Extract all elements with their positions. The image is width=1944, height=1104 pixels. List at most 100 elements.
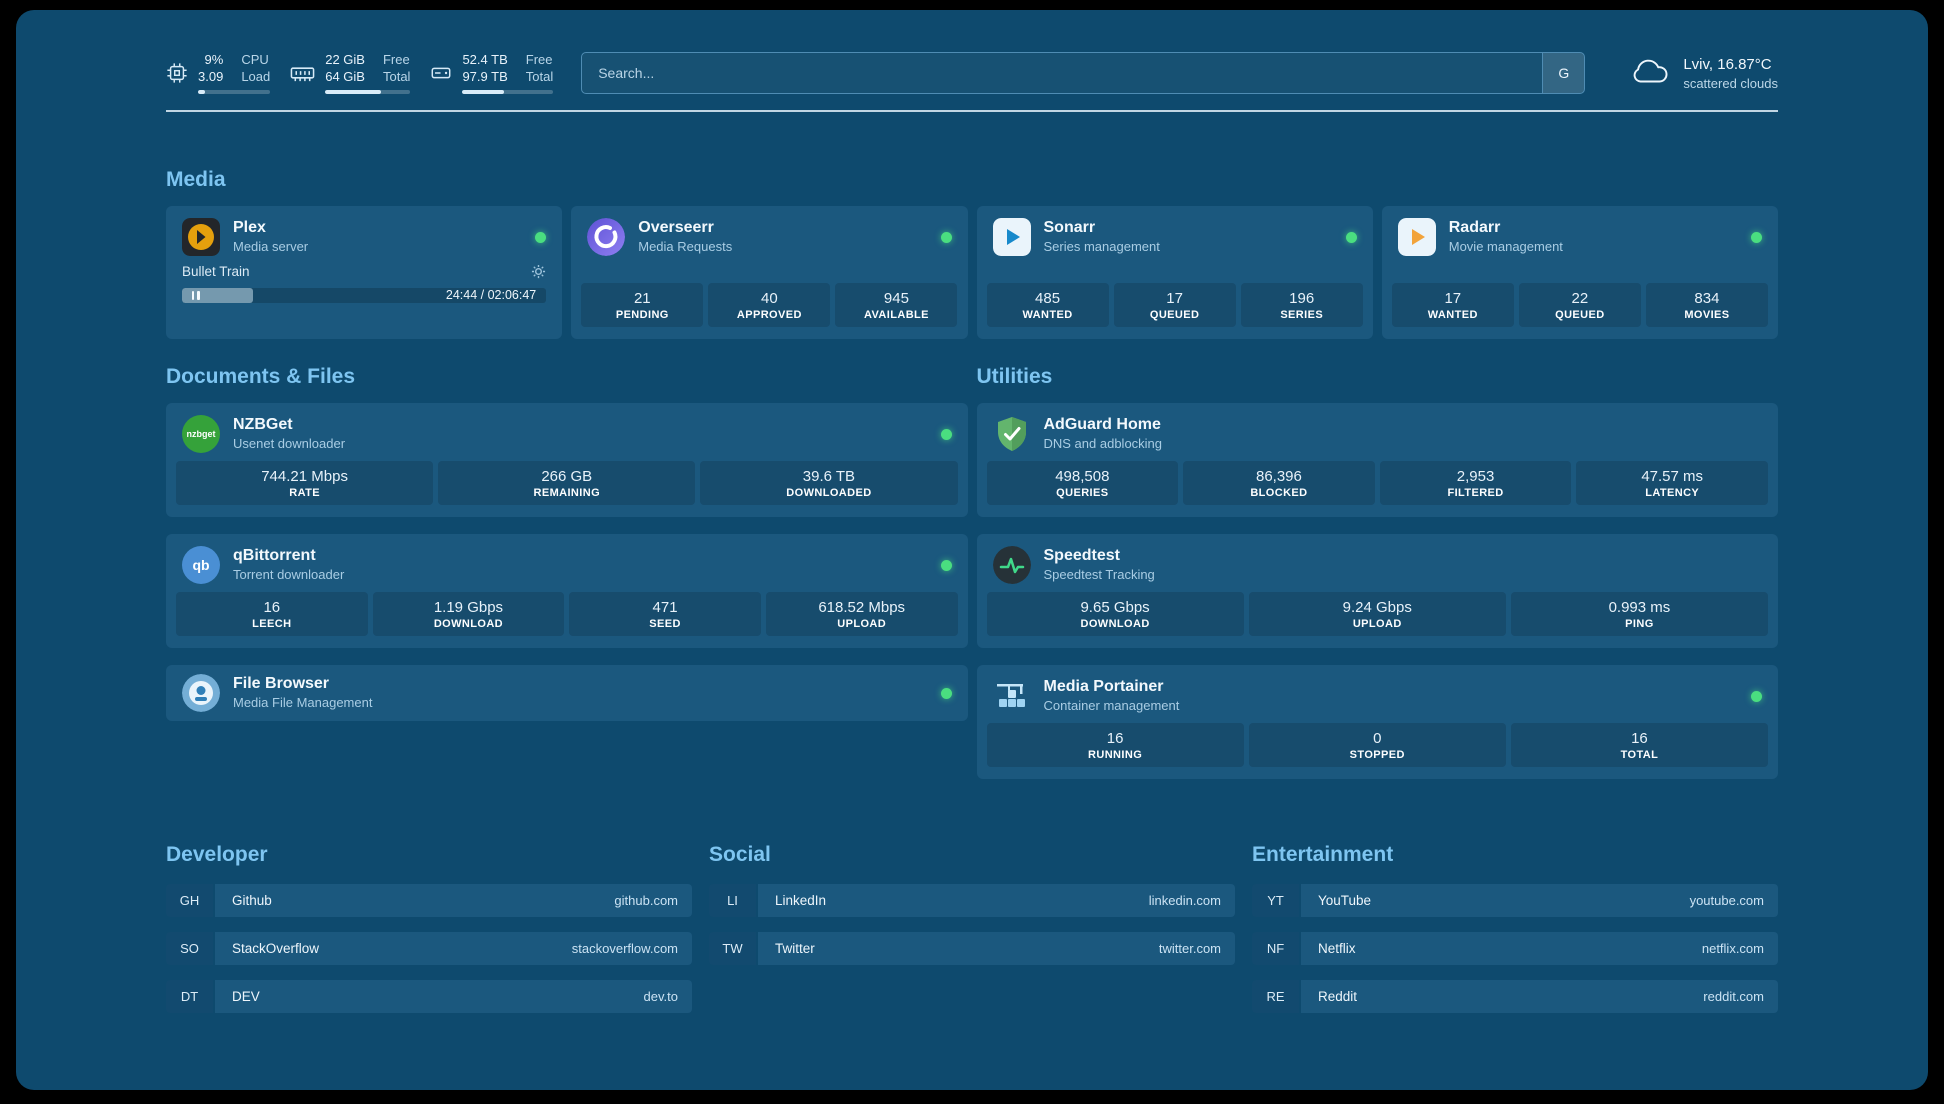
stat-tile-queued: 17 QUEUED [1113,283,1236,327]
radarr-icon [1397,218,1436,256]
gear-icon[interactable] [531,264,546,279]
topbar-divider [166,110,1778,112]
stat-tile-wanted: 485 WANTED [986,283,1109,327]
playback-time: 24:44 / 02:06:47 [445,288,537,302]
overseerr-icon [587,218,626,256]
bookmark-group-social: Social LI LinkedIn linkedin.com TW Twitt… [709,843,1235,1013]
bookmark-linkedin[interactable]: LI LinkedIn linkedin.com [709,884,1235,917]
bookmark-github[interactable]: GH Github github.com [166,884,692,917]
status-dot [535,231,547,243]
stat-tile-upload: 618.52 Mbps UPLOAD [765,592,958,636]
status-dot [1751,690,1762,702]
portainer-icon [993,677,1031,715]
stat-tile-filtered: 2,953 FILTERED [1379,461,1572,505]
status-dot [1751,231,1762,243]
card-title: qBittorrent [233,547,316,565]
card-title: File Browser [233,675,330,693]
card-subtitle: DNS and adblocking [1043,435,1163,451]
card-subtitle: Movie management [1448,238,1563,254]
card-title: Radarr [1448,219,1501,237]
total-label: Total [382,69,411,84]
bookmark-domain: linkedin.com [1148,893,1221,908]
filebrowser-icon [182,674,220,712]
plex-icon [182,218,220,256]
bookmark-netflix[interactable]: NF Netflix netflix.com [1252,932,1778,965]
app-card-portainer[interactable]: Media Portainer Container management 16 … [976,665,1778,779]
bookmark-dev[interactable]: DT DEV dev.to [166,980,692,1013]
section-heading-utilities: Utilities [976,365,1053,388]
app-card-nzbget[interactable]: nzbget NZBGet Usenet downloader 744.21 M… [166,403,968,517]
card-subtitle: Media server [233,238,309,254]
section-heading-developer: Developer [166,843,268,866]
bookmark-domain: netflix.com [1701,941,1764,956]
bookmark-stackoverflow[interactable]: SO StackOverflow stackoverflow.com [166,932,692,965]
app-card-sonarr[interactable]: Sonarr Series management 485 WANTED 17 Q… [976,206,1373,339]
card-subtitle: Container management [1043,697,1180,713]
cpu-usage-value: 9% [204,52,224,68]
pause-icon[interactable] [190,291,201,300]
stat-tile-approved: 40 APPROVED [708,283,831,327]
status-dot [940,687,952,699]
free-label: Free [382,52,410,68]
app-card-overseerr[interactable]: Overseerr Media Requests 21 PENDING 40 A… [571,206,968,339]
stat-tile-series: 196 SERIES [1240,283,1363,327]
disk-free-value: 52.4 TB [462,52,508,68]
stat-tile-queued: 22 QUEUED [1518,283,1641,327]
adguard-icon [993,415,1031,453]
search-input[interactable] [582,53,1543,93]
bookmark-name: Twitter [775,941,815,956]
card-title: Sonarr [1043,219,1096,237]
bookmark-abbr: NF [1252,932,1299,965]
app-card-speedtest[interactable]: Speedtest Speedtest Tracking 9.65 Gbps D… [976,534,1778,648]
card-title: Media Portainer [1043,678,1164,696]
bookmark-youtube[interactable]: YT YouTube youtube.com [1252,884,1778,917]
app-card-qbittorrent[interactable]: qb qBittorrent Torrent downloader 16 LEE… [166,534,968,648]
cpu-widget: 9% 3.09 CPU Load [166,52,271,94]
card-subtitle: Media Requests [638,238,733,254]
card-title: AdGuard Home [1043,416,1161,434]
section-heading-social: Social [709,843,771,866]
bookmark-name: Netflix [1318,941,1356,956]
card-subtitle: Usenet downloader [233,435,346,451]
app-card-filebrowser[interactable]: File Browser Media File Management [166,665,968,721]
section-heading-media: Media [166,168,226,191]
card-title: Overseerr [638,219,714,237]
system-resources: 9% 3.09 CPU Load [166,52,554,94]
now-playing-title: Bullet Train [182,264,250,279]
bookmark-domain: twitter.com [1158,941,1221,956]
bookmark-group-developer: Developer GH Github github.com SO StackO… [166,843,692,1013]
memory-free-value: 22 GiB [325,52,365,68]
stat-tile-leech: 16 LEECH [176,592,368,636]
bookmark-abbr: TW [709,932,756,965]
section-heading-entertainment: Entertainment [1252,843,1394,866]
cpu-label: CPU [241,52,269,68]
stat-tile-pending: 21 PENDING [581,283,704,327]
stat-tile-available: 945 AVAILABLE [835,283,958,327]
bookmark-twitter[interactable]: TW Twitter twitter.com [709,932,1235,965]
section-heading-documents: Documents & Files [166,365,356,388]
search-provider-button[interactable]: G [1542,53,1585,93]
bookmark-domain: stackoverflow.com [571,941,678,956]
weather-widget[interactable]: Lviv, 16.87°C scattered clouds [1629,55,1778,91]
app-card-adguard[interactable]: AdGuard Home DNS and adblocking 498,508 … [976,403,1778,517]
bookmark-reddit[interactable]: RE Reddit reddit.com [1252,980,1778,1013]
bookmark-abbr: DT [166,980,213,1013]
sonarr-icon [992,218,1031,256]
card-subtitle: Torrent downloader [233,566,345,582]
media-card-grid: Plex Media server Bullet Train 24:44 / 0… [166,206,1778,339]
search-bar[interactable]: G [581,52,1586,94]
stat-tile-running: 16 RUNNING [986,723,1244,767]
bookmark-domain: youtube.com [1689,893,1764,908]
cloud-icon [1629,56,1671,91]
playback-progress-bar[interactable]: 24:44 / 02:06:47 [182,288,547,303]
stat-tile-download: 1.19 Gbps DOWNLOAD [372,592,565,636]
stat-tile-wanted: 17 WANTED [1391,283,1514,327]
memory-total-value: 64 GiB [325,69,365,84]
stat-tile-upload: 9.24 Gbps UPLOAD [1248,592,1506,636]
app-card-plex[interactable]: Plex Media server Bullet Train 24:44 / 0… [166,206,563,339]
stat-tile-total: 16 TOTAL [1510,723,1769,767]
app-card-radarr[interactable]: Radarr Movie management 17 WANTED 22 QUE… [1381,206,1778,339]
bookmark-abbr: RE [1252,980,1299,1013]
status-dot [1345,231,1357,243]
disk-total-value: 97.9 TB [462,69,508,84]
